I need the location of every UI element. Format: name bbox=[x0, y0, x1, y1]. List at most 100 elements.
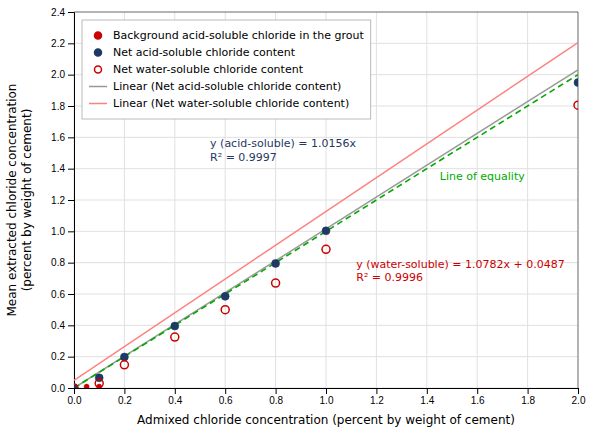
text-line: Admixed chloride concentration (percent … bbox=[137, 413, 515, 427]
plot-frame bbox=[578, 12, 579, 388]
tick-label: 1.6 bbox=[51, 132, 65, 143]
point bbox=[272, 259, 280, 267]
tick: 1.8 bbox=[521, 388, 535, 406]
tick-mark bbox=[578, 388, 579, 394]
tick-mark bbox=[326, 388, 327, 394]
axis-line bbox=[75, 389, 579, 395]
tick-label: 0.4 bbox=[168, 395, 182, 406]
tick: 1.8 bbox=[51, 101, 74, 112]
tick-label: 1.0 bbox=[320, 395, 334, 406]
text-line: y (acid-soluble) = 1.0156x bbox=[210, 137, 356, 150]
tick: 2.0 bbox=[51, 69, 74, 80]
tick-mark bbox=[68, 325, 74, 326]
grid-line-y bbox=[74, 356, 578, 357]
legend-item: Linear (Net water-soluble chloride conte… bbox=[89, 97, 349, 110]
scatter-series bbox=[74, 79, 578, 389]
point bbox=[322, 245, 330, 253]
tick-label: 0.4 bbox=[51, 320, 65, 331]
legend-item: Background acid-soluble chloride in the … bbox=[95, 29, 365, 42]
tick-mark bbox=[276, 388, 277, 394]
tick: 0.2 bbox=[51, 351, 74, 362]
tick-mark bbox=[68, 12, 74, 13]
tick: 0.6 bbox=[219, 388, 233, 406]
tick-label: 0.0 bbox=[51, 383, 65, 394]
tick: 1.6 bbox=[471, 388, 485, 406]
tick-label: 2.2 bbox=[51, 38, 65, 49]
point bbox=[272, 279, 280, 287]
legend-label: Net water-soluble chloride content bbox=[113, 63, 304, 76]
tick-label: 1.0 bbox=[51, 226, 65, 237]
tick: 1.4 bbox=[51, 163, 74, 174]
tick-label: 1.2 bbox=[370, 395, 384, 406]
tick-mark bbox=[225, 388, 226, 394]
tick-label: 2.0 bbox=[51, 69, 65, 80]
point bbox=[171, 322, 179, 330]
reference-label: Line of equality bbox=[440, 170, 525, 183]
tick-mark bbox=[68, 169, 74, 170]
plot: 0.00.20.40.60.81.01.21.41.61.82.00.00.20… bbox=[51, 7, 586, 406]
tick-label: 1.6 bbox=[471, 395, 485, 406]
tick-mark bbox=[68, 231, 74, 232]
tick-mark bbox=[68, 294, 74, 295]
annotation: y (acid-soluble) = 1.0156xR² = 0.9997 bbox=[210, 137, 356, 164]
tick-mark bbox=[68, 357, 74, 358]
tick: 1.2 bbox=[51, 195, 74, 206]
legend-label: Linear (Net water-soluble chloride conte… bbox=[113, 97, 349, 110]
tick-mark bbox=[68, 137, 74, 138]
tick-label: 1.8 bbox=[51, 101, 65, 112]
tick-label: 1.8 bbox=[521, 395, 535, 406]
tick-label: 0.8 bbox=[269, 395, 283, 406]
tick: 0.8 bbox=[269, 388, 283, 406]
point bbox=[74, 384, 78, 388]
tick: 0.0 bbox=[51, 383, 74, 394]
tick-mark bbox=[68, 75, 74, 76]
scatter-series bbox=[74, 101, 578, 388]
tick: 1.0 bbox=[51, 226, 74, 237]
tick: 1.4 bbox=[420, 388, 434, 406]
tick-mark bbox=[68, 388, 74, 389]
tick: 2.0 bbox=[572, 388, 586, 406]
legend-item: Net water-soluble chloride content bbox=[95, 63, 304, 76]
text-line: (percent by weight of cement) bbox=[20, 109, 34, 292]
legend-item: Linear (Net acid-soluble chloride conten… bbox=[89, 80, 341, 93]
tick-mark bbox=[68, 200, 74, 201]
tick-mark bbox=[68, 43, 74, 44]
tick-mark bbox=[528, 388, 529, 394]
tick: 2.2 bbox=[51, 38, 74, 49]
point bbox=[95, 379, 103, 387]
y-axis: 0.00.20.40.60.81.01.21.41.61.82.02.22.4 bbox=[51, 7, 74, 394]
plot-frame bbox=[74, 12, 578, 13]
legend: Background acid-soluble chloride in the … bbox=[82, 20, 371, 119]
grid bbox=[74, 12, 578, 388]
grid-line-y bbox=[74, 294, 578, 295]
tick-label: 1.4 bbox=[420, 395, 434, 406]
x-axis: 0.00.20.40.60.81.01.21.41.61.82.0 bbox=[68, 388, 586, 406]
legend-symbol bbox=[95, 49, 102, 56]
point bbox=[221, 292, 229, 300]
point bbox=[74, 384, 78, 388]
tick: 1.2 bbox=[370, 388, 384, 406]
tick-mark bbox=[175, 388, 176, 394]
legend-item: Net acid-soluble chloride content bbox=[95, 46, 296, 59]
tick: 0.8 bbox=[51, 257, 74, 268]
legend-label: Background acid-soluble chloride in the … bbox=[113, 29, 364, 42]
tick-label: 0.0 bbox=[68, 395, 82, 406]
grid-line-y bbox=[74, 325, 578, 326]
legend-symbol bbox=[95, 66, 102, 73]
legend-label: Linear (Net acid-soluble chloride conten… bbox=[113, 80, 341, 93]
tick-label: 1.4 bbox=[51, 163, 65, 174]
tick-mark bbox=[427, 388, 428, 394]
tick: 1.6 bbox=[51, 132, 74, 143]
tick: 0.0 bbox=[68, 388, 82, 406]
tick-label: 0.6 bbox=[219, 395, 233, 406]
legend-box bbox=[82, 20, 371, 119]
tick-mark bbox=[477, 388, 478, 394]
point bbox=[574, 79, 578, 87]
text-line: y (water-soluble) = 1.0782x + 0.0487 bbox=[356, 258, 564, 271]
y-axis-label: Mean extracted chloride concentration(pe… bbox=[5, 84, 34, 317]
legend-label: Net acid-soluble chloride content bbox=[113, 46, 296, 59]
tick-mark bbox=[68, 106, 74, 107]
tick-label: 0.6 bbox=[51, 289, 65, 300]
point bbox=[322, 227, 330, 235]
legend-symbol bbox=[89, 103, 107, 105]
